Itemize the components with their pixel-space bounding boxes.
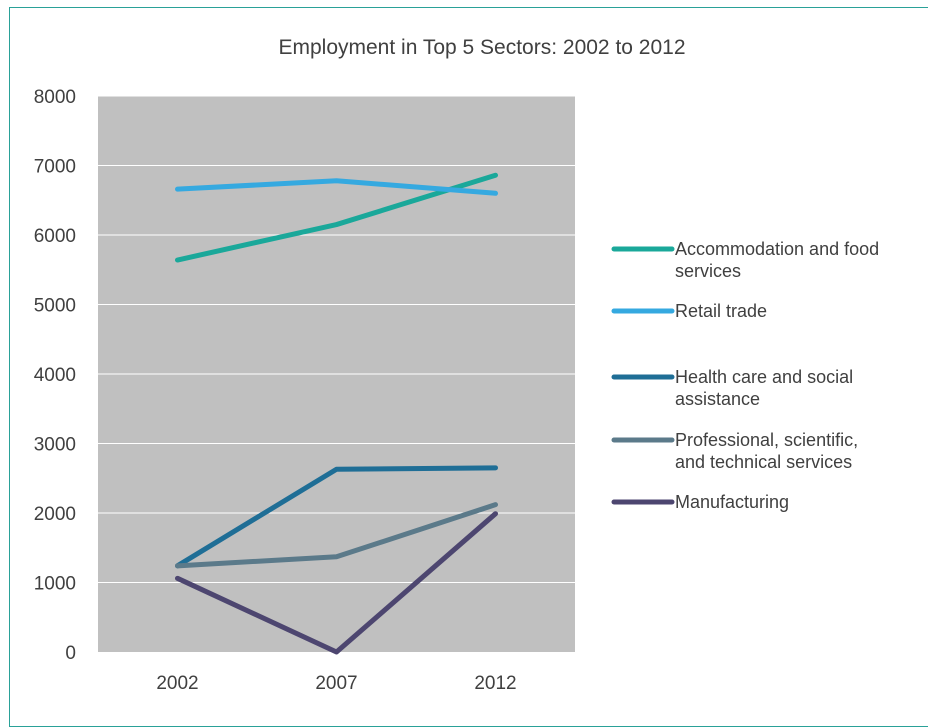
y-tick-label: 4000 <box>34 365 76 386</box>
legend-label: Health care and social <box>675 367 853 387</box>
legend-label: Retail trade <box>675 301 767 321</box>
legend-label: and technical services <box>675 452 852 472</box>
x-axis: 2002 2007 2012 <box>156 673 516 694</box>
x-tick-label: 2007 <box>315 673 357 694</box>
chart-title: Employment in Top 5 Sectors: 2002 to 201… <box>278 36 685 59</box>
series-lines <box>175 172 498 655</box>
y-axis: 0 1000 2000 3000 4000 5000 6000 7000 8000 <box>34 87 76 664</box>
y-tick-label: 5000 <box>34 296 76 317</box>
legend-label: Accommodation and food <box>675 239 879 259</box>
series-line-3 <box>175 502 498 569</box>
y-tick-label: 2000 <box>34 504 76 525</box>
series-line-1 <box>175 178 498 196</box>
y-tick-label: 0 <box>65 643 76 664</box>
y-tick-label: 1000 <box>34 574 76 595</box>
legend-label: assistance <box>675 389 760 409</box>
gridlines <box>98 95 575 583</box>
series-line-0 <box>175 172 498 263</box>
y-tick-label: 7000 <box>34 157 76 178</box>
y-tick-label: 6000 <box>34 226 76 247</box>
x-tick-label: 2002 <box>156 673 198 694</box>
series-line-2 <box>175 465 498 569</box>
legend-label: Professional, scientific, <box>675 430 858 450</box>
line-chart: Employment in Top 5 Sectors: 2002 to 201… <box>34 36 879 694</box>
x-tick-label: 2012 <box>474 673 516 694</box>
y-tick-label: 3000 <box>34 435 76 456</box>
series-line-4 <box>175 511 498 655</box>
y-tick-label: 8000 <box>34 87 76 108</box>
legend-label: services <box>675 261 741 281</box>
legend-label: Manufacturing <box>675 492 789 512</box>
